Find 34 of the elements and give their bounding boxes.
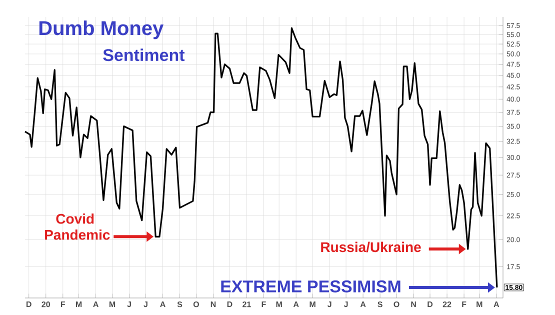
x-tick-label: F (462, 302, 466, 308)
x-tick-label: A (293, 302, 299, 308)
x-tick-label: D (26, 302, 32, 308)
x-tick-label: 21 (242, 302, 251, 308)
x-tick-label: A (494, 302, 500, 308)
x-tick-label: M (310, 302, 316, 308)
x-tick-label: J (327, 302, 332, 308)
x-tick-label: O (394, 302, 400, 308)
x-tick-label: F (60, 302, 66, 308)
chart-title: Dumb Money (39, 20, 164, 40)
x-tick-label: S (378, 302, 382, 308)
x-tick-label: M (276, 302, 282, 308)
x-tick-label: D (428, 302, 433, 308)
x-tick-label: S (177, 302, 182, 308)
x-tick-label: 22 (442, 302, 452, 308)
annotation: Russia/Ukraine (321, 242, 421, 252)
x-tick-label: A (360, 302, 366, 308)
x-tick-label: J (144, 302, 148, 308)
x-tick-label: D (227, 302, 232, 308)
x-tick-label: A (160, 302, 166, 308)
annotation: EXTREME PESSIMISM (221, 280, 400, 292)
x-tick-label: A (93, 302, 98, 308)
text: Sentiment (103, 48, 185, 62)
x-tick-label: J (127, 302, 131, 308)
x-tick-label: F (262, 302, 266, 308)
x-tick-label: N (210, 302, 216, 308)
x-tick-label: M (476, 302, 482, 308)
x-tick-label: M (109, 302, 116, 308)
x-tick-label: M (76, 302, 82, 308)
x-tick-label: J (344, 302, 348, 308)
x-tick-label: 20 (42, 302, 50, 308)
x-tick-label: O (193, 302, 199, 308)
x-tick-label: N (411, 302, 416, 308)
annotation: Covid Pandemic (45, 214, 110, 240)
